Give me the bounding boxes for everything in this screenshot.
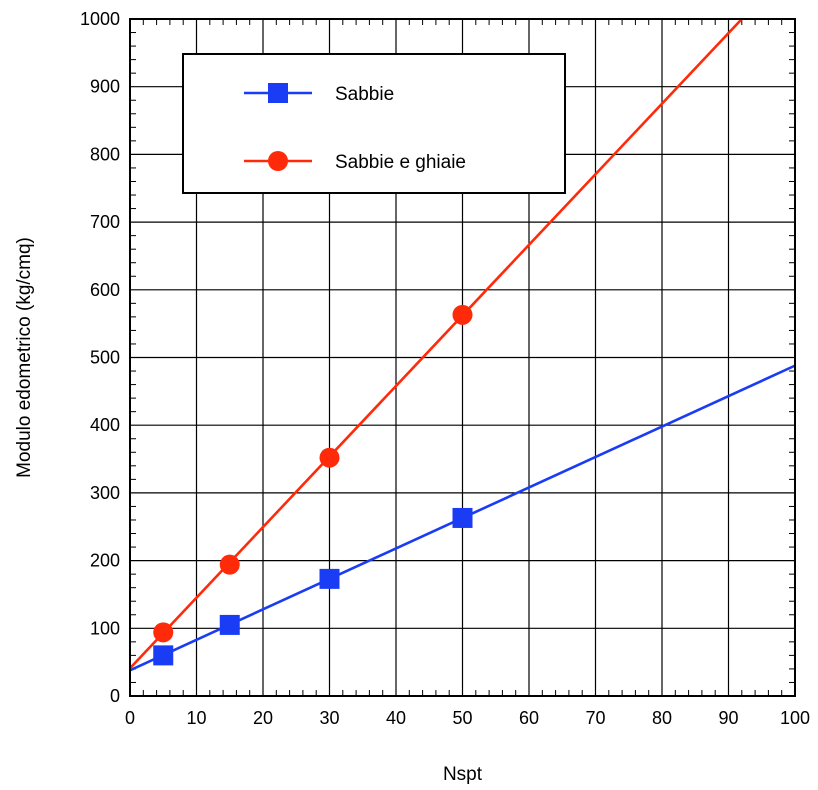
y-tick-label: 800	[90, 144, 120, 164]
series-layer	[130, 19, 795, 672]
x-tick-label: 60	[519, 708, 539, 728]
y-tick-label: 500	[90, 348, 120, 368]
legend-label: Sabbie	[335, 84, 394, 105]
plot-frame	[129, 18, 796, 697]
data-point-circle	[153, 622, 174, 643]
y-tick-label: 300	[90, 483, 120, 503]
y-tick-labels: 0 100 200 300 400 500 600 700 800 900 1000	[80, 9, 120, 706]
x-tick-label: 20	[253, 708, 273, 728]
legend: Sabbie Sabbie e ghiaie	[182, 53, 566, 194]
x-tick-label: 80	[652, 708, 672, 728]
x-tick-label: 10	[186, 708, 206, 728]
x-tick-label: 100	[780, 708, 810, 728]
legend-entry-0: Sabbie	[244, 83, 394, 105]
y-tick-label: 900	[90, 77, 120, 97]
y-tick-label: 400	[90, 415, 120, 435]
x-tick-label: 40	[386, 708, 406, 728]
data-point-circle	[452, 304, 473, 325]
y-tick-label: 600	[90, 280, 120, 300]
data-point-square	[319, 568, 340, 589]
x-tick-label: 30	[319, 708, 339, 728]
series-0	[130, 364, 795, 672]
legend-marker-circle	[268, 151, 288, 171]
legend-box	[182, 53, 566, 194]
legend-label: Sabbie e ghiaie	[335, 152, 466, 173]
x-tick-label: 70	[585, 708, 605, 728]
y-tick-label: 700	[90, 212, 120, 232]
legend-marker-square	[268, 83, 288, 103]
data-point-square	[219, 614, 240, 635]
x-tick-label: 0	[125, 708, 135, 728]
y-tick-label: 100	[90, 618, 120, 638]
x-axis-label: Nspt	[443, 764, 483, 785]
data-point-square	[452, 507, 473, 528]
x-tick-labels: 0 10 20 30 40 50 60 70 80 90 100	[125, 708, 810, 728]
x-tick-label: 90	[718, 708, 738, 728]
data-point-circle	[219, 554, 240, 575]
y-tick-label: 1000	[80, 9, 120, 29]
y-tick-label: 200	[90, 551, 120, 571]
legend-entry-1: Sabbie e ghiaie	[244, 151, 466, 173]
y-axis-label: Modulo edometrico (kg/cmq)	[14, 237, 35, 478]
x-tick-label: 50	[452, 708, 472, 728]
data-point-square	[153, 645, 174, 666]
y-tick-label: 0	[110, 686, 120, 706]
data-point-circle	[319, 447, 340, 468]
series-1	[130, 19, 743, 670]
